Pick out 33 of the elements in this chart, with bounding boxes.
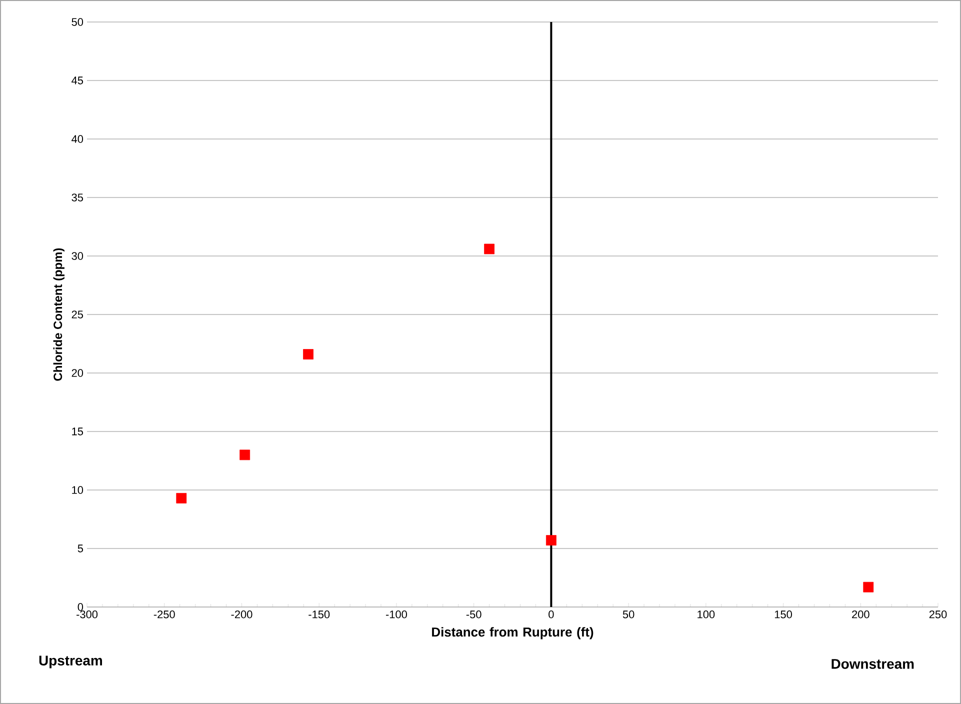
x-tick-label: -250 xyxy=(154,610,175,618)
x-tick-label: -200 xyxy=(231,610,252,618)
y-tick-label: 40 xyxy=(72,135,84,143)
y-tick-label: 35 xyxy=(72,194,84,202)
point xyxy=(863,582,874,592)
point xyxy=(240,450,250,460)
y-tick-label: 45 xyxy=(72,76,84,84)
point xyxy=(546,535,556,546)
y-tick-label: 0 xyxy=(78,603,84,611)
y-tick-label: 20 xyxy=(72,369,84,377)
x-tick-label: -150 xyxy=(308,610,330,618)
y-axis-title: Chloride Content (ppm) xyxy=(53,248,64,381)
y-tick-label: 10 xyxy=(72,486,84,494)
y-tick-label: 15 xyxy=(72,428,84,436)
point xyxy=(303,349,314,360)
point xyxy=(484,244,494,254)
y-tick-label: 30 xyxy=(72,252,84,260)
y-tick-label: 50 xyxy=(72,18,84,26)
x-tick-label: -100 xyxy=(386,610,407,618)
x-tick-label: 200 xyxy=(852,610,870,618)
x-tick-label: 50 xyxy=(622,610,634,618)
x-tick-label: -50 xyxy=(466,610,482,618)
y-tick-label: 25 xyxy=(72,310,84,318)
text: Downstream xyxy=(832,659,914,669)
x-tick-label: 250 xyxy=(929,610,947,618)
y-tick-label: 5 xyxy=(78,544,84,552)
x-tick-label: 100 xyxy=(698,610,715,618)
x-axis-title: Distance from Rupture (ft) xyxy=(432,627,594,640)
x-tick-label: 150 xyxy=(774,610,792,618)
text: Upstream xyxy=(39,656,102,668)
x-tick-label: -300 xyxy=(76,610,98,618)
x-tick-label: 0 xyxy=(548,610,554,618)
point xyxy=(176,492,187,504)
